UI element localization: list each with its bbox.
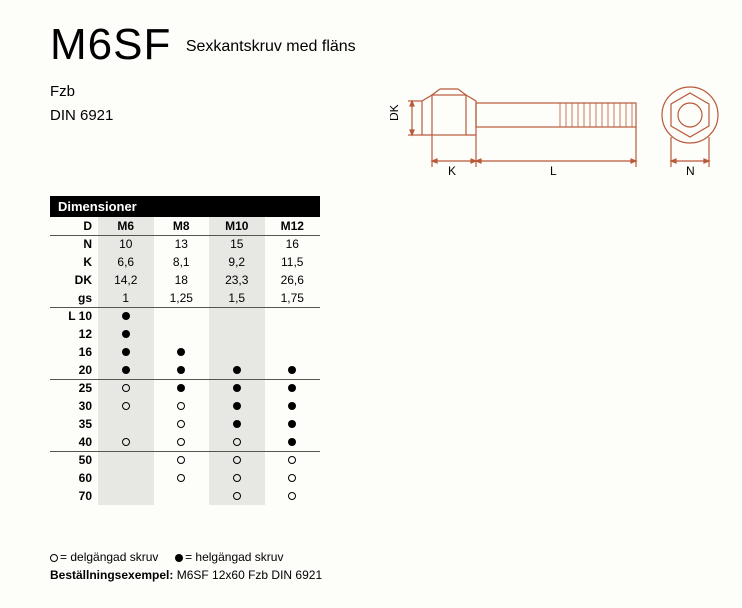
technical-diagram: DK K L N	[390, 75, 730, 190]
meta-fzb: Fzb	[50, 80, 113, 104]
dim-label-l: L	[550, 164, 557, 178]
table-header: Dimensioner	[50, 196, 320, 217]
legend: = delgängad skruv = helgängad skruv Best…	[50, 548, 322, 584]
meta-din: DIN 6921	[50, 104, 113, 128]
dim-label-n: N	[686, 164, 695, 178]
page-title: M6SF	[50, 20, 171, 70]
dim-label-k: K	[448, 164, 456, 178]
page-subtitle: Sexkantskruv med fläns	[186, 38, 356, 56]
dimensions-table: Dimensioner DM6M8M10M12N10131516K6,68,19…	[50, 196, 320, 505]
dim-label-dk: DK	[390, 104, 401, 121]
